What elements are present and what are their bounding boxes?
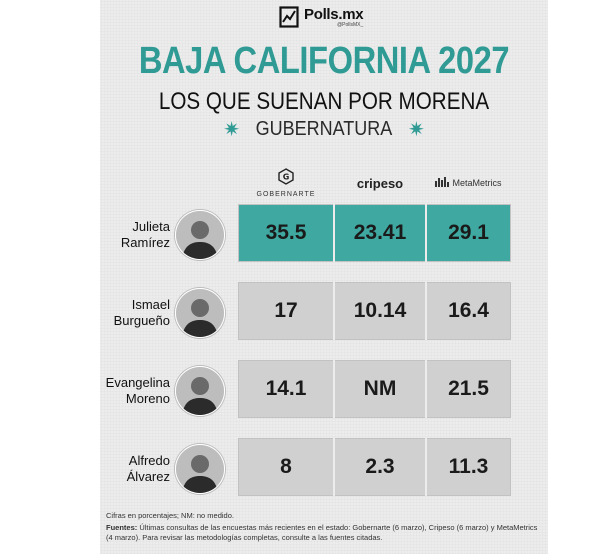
candidate-name: Evangelina Moreno (105, 375, 170, 406)
metametrics-logo-icon (435, 174, 450, 192)
poll-value-cell: 14.1 (238, 360, 334, 418)
table-row: Ismael Burgueño 17 10.14 16.4 (100, 282, 548, 344)
svg-text:G: G (283, 173, 290, 182)
footnotes: Cifras en porcentajes; NM: no medido. Fu… (106, 511, 542, 545)
section-label: GUBERNATURA (255, 118, 393, 140)
infographic-card (100, 0, 548, 554)
page-subtitle: LOS QUE SUENAN POR MORENA (158, 88, 490, 115)
brand-logo: Polls.mx @PollsMX_ (279, 5, 364, 28)
cell-divider (333, 282, 335, 340)
table-row: Evangelina Moreno 14.1 NM 21.5 (100, 360, 548, 422)
page-title: BAJA CALIFORNIA 2027 (138, 40, 510, 82)
source-metametrics: MetaMetrics (426, 170, 511, 196)
cell-divider (333, 360, 335, 418)
poll-value-cell: 11.3 (426, 438, 511, 496)
asterisk-icon: ✷ (407, 119, 425, 141)
candidate-photo (175, 288, 225, 338)
units-note: Cifras en porcentajes; NM: no medido. (106, 511, 234, 520)
sources-note: Fuentes: Últimas consultas de las encues… (106, 523, 542, 543)
cell-divider (425, 282, 427, 340)
chart-frame-icon (279, 6, 299, 28)
poll-value-cell: 21.5 (426, 360, 511, 418)
source-cripeso: cripeso (334, 170, 426, 196)
poll-value-cell: NM (334, 360, 426, 418)
poll-value-cell: 16.4 (426, 282, 511, 340)
brand-name: Polls.mx (304, 5, 364, 23)
poll-value-cell: 35.5 (238, 204, 334, 262)
table-row: Alfredo Álvarez 8 2.3 11.3 (100, 438, 548, 500)
candidate-name: Alfredo Álvarez (126, 453, 170, 484)
poll-value-cell: 23.41 (334, 204, 426, 262)
source-gobernarte: G GOBERNARTE (238, 168, 334, 198)
source-name: cripeso (356, 175, 404, 191)
poll-value-cell: 2.3 (334, 438, 426, 496)
sources-label: Fuentes: (106, 523, 138, 532)
candidate-photo (175, 210, 225, 260)
cell-divider (425, 204, 427, 262)
cell-divider (425, 360, 427, 418)
candidate-photo (175, 366, 225, 416)
poll-value-cell: 10.14 (334, 282, 426, 340)
candidate-name: Julieta Ramírez (120, 219, 170, 250)
cell-divider (425, 438, 427, 496)
cell-divider (333, 204, 335, 262)
gobernarte-logo-icon: G (278, 168, 294, 190)
source-name: GOBERNARTE (256, 191, 316, 198)
brand-handle: @PollsMX_ (337, 21, 364, 28)
poll-value-cell: 17 (238, 282, 334, 340)
table-row: Julieta Ramírez 35.5 23.41 29.1 (100, 204, 548, 266)
poll-value-cell: 8 (238, 438, 334, 496)
section-heading: ✷ GUBERNATURA ✷ (100, 117, 548, 142)
asterisk-icon: ✷ (223, 119, 241, 141)
cell-divider (333, 438, 335, 496)
poll-value-cell: 29.1 (426, 204, 511, 262)
candidate-name: Ismael Burgueño (113, 297, 170, 328)
candidate-photo (175, 444, 225, 494)
sources-text: Últimas consultas de las encuestas más r… (106, 523, 538, 542)
source-name: MetaMetrics (452, 178, 502, 188)
